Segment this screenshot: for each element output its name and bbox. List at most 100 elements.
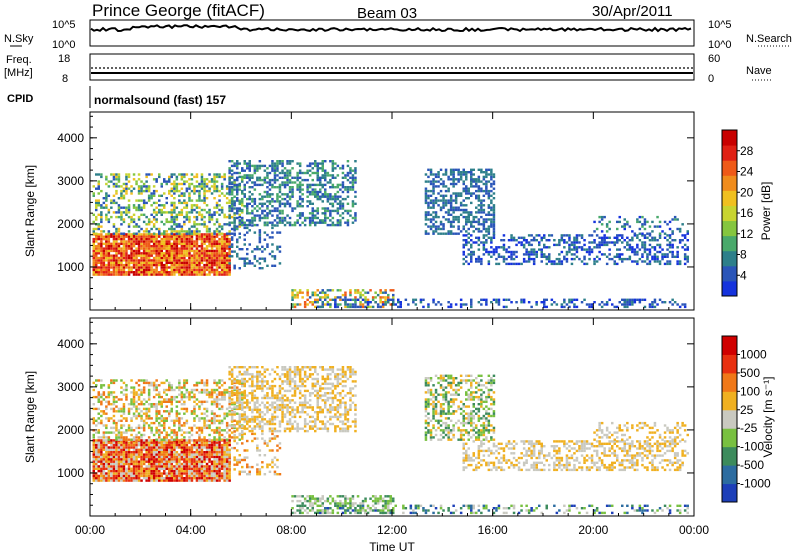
echo-cell (137, 192, 141, 195)
echo-cell (145, 227, 148, 231)
echo-cell (477, 220, 481, 224)
echo-cell (666, 223, 669, 226)
echo-cell (220, 259, 224, 262)
echo-cell (92, 237, 95, 241)
echo-cell (122, 438, 126, 441)
echo-cell (686, 246, 689, 249)
echo-cell (102, 237, 106, 241)
echo-cell (683, 243, 687, 247)
echo-cell (102, 266, 106, 269)
echo-cell (178, 252, 181, 255)
echo-cell (311, 167, 314, 170)
echo-cell (185, 235, 189, 238)
echo-cell (185, 469, 189, 473)
echo-cell (230, 169, 234, 172)
echo-cell (475, 220, 478, 224)
echo-cell (251, 164, 254, 168)
echo-cell (190, 467, 194, 470)
echo-cell (449, 232, 453, 235)
echo-cell (117, 429, 121, 432)
echo-cell (251, 174, 254, 177)
echo-cell (145, 189, 148, 193)
echo-cell (621, 241, 624, 244)
echo-cell (258, 164, 262, 168)
echo-cell (195, 273, 199, 276)
echo-cell (316, 301, 319, 304)
echo-cell (459, 178, 463, 181)
echo-cell (168, 220, 171, 224)
echo-cell (220, 261, 224, 264)
echo-cell (178, 455, 181, 459)
echo-cell (107, 403, 111, 406)
echo-cell (568, 236, 571, 239)
echo-cell (117, 268, 121, 272)
echo-cell (218, 472, 221, 475)
echo-cell (198, 460, 201, 463)
echo-cell (205, 453, 209, 456)
echo-cell (215, 474, 219, 478)
echo-cell (163, 232, 166, 235)
echo-cell (236, 171, 239, 175)
echo-cell (97, 431, 100, 434)
echo-cell (173, 242, 176, 245)
echo-cell (165, 453, 168, 456)
echo-cell (100, 403, 103, 406)
echo-cell (140, 455, 143, 459)
echo-cell (170, 469, 173, 473)
echo-cell (112, 395, 116, 399)
echo-cell (336, 223, 340, 227)
echo-cell (230, 232, 234, 235)
echo-cell (563, 234, 566, 237)
freq-label-1: Freq. (6, 54, 32, 66)
echo-cell (165, 249, 168, 253)
echo-cell (95, 254, 98, 257)
echo-cell (155, 211, 158, 214)
echo-cell (117, 477, 121, 480)
echo-cell (653, 305, 657, 309)
echo-cell (180, 230, 184, 233)
echo-cell (477, 197, 481, 200)
echo-cell (185, 472, 189, 475)
echo-cell (112, 247, 116, 250)
echo-cell (236, 186, 239, 189)
echo-cell (593, 230, 596, 233)
echo-cell (230, 200, 234, 203)
echo-cell (246, 202, 249, 205)
echo-cell (462, 215, 465, 219)
echo-cell (631, 248, 634, 251)
echo-cell (198, 197, 201, 200)
echo-cell (281, 219, 284, 222)
echo-cell (203, 451, 206, 454)
echo-cell (173, 254, 176, 257)
echo-cell (288, 162, 292, 165)
echo-cell (502, 248, 506, 251)
echo-cell (205, 252, 209, 255)
echo-cell (120, 474, 123, 478)
echo-cell (178, 240, 181, 243)
echo-cell (339, 200, 342, 203)
echo-cell (316, 216, 319, 220)
echo-cell (178, 441, 181, 444)
echo-cell (683, 303, 687, 306)
echo-cell (105, 252, 108, 255)
echo-cell (437, 225, 440, 228)
echo-cell (278, 160, 282, 163)
echo-cell (311, 207, 314, 210)
echo-cell (392, 289, 395, 292)
echo-cell (548, 253, 551, 256)
echo-cell (376, 293, 380, 297)
echo-cell (470, 173, 473, 176)
echo-cell (125, 259, 128, 262)
echo-cell (633, 250, 637, 254)
echo-cell (102, 460, 106, 463)
echo-cell (381, 291, 385, 294)
echo-cell (193, 230, 196, 233)
echo-cell (107, 479, 111, 482)
echo-cell (477, 248, 481, 251)
echo-cell (442, 197, 445, 200)
echo-cell (107, 446, 111, 449)
echo-cell (288, 178, 292, 182)
echo-cell (210, 259, 214, 262)
echo-cell (115, 271, 118, 274)
echo-cell (633, 301, 637, 304)
